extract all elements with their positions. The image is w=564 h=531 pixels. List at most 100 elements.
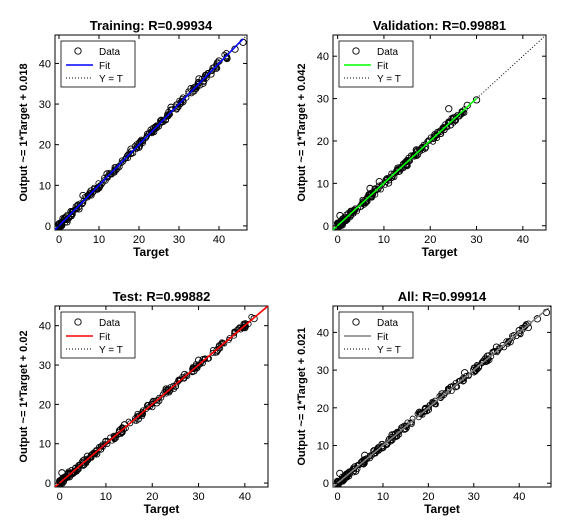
data-point [499, 342, 506, 349]
y-axis-label: Output ~= 1*Target + 0.042 [296, 63, 308, 201]
x-tick-label: 10 [100, 491, 112, 503]
x-axis-label: Target [133, 245, 169, 259]
y-tick-label: 20 [39, 140, 51, 152]
data-point [360, 459, 367, 466]
data-point [159, 117, 167, 126]
data-point [472, 96, 481, 104]
data-point [143, 133, 150, 140]
legend-label-y-equals-t: Y = T [377, 345, 401, 356]
legend-label-y-equals-t: Y = T [99, 345, 123, 356]
y-tick-label: 30 [39, 99, 51, 111]
legend-marker-data [352, 318, 360, 326]
data-point [419, 144, 426, 151]
x-tick-label: 30 [192, 491, 204, 503]
data-layer [55, 306, 268, 487]
legend-label-data: Data [377, 47, 399, 58]
data-layer [55, 35, 247, 230]
data-point [167, 103, 175, 111]
data-point [74, 465, 82, 473]
data-point [459, 108, 467, 116]
x-tick-label: 20 [146, 491, 158, 503]
y-tick-label: 0 [323, 478, 329, 490]
data-point [390, 170, 397, 177]
y-tick-label: 40 [317, 51, 329, 63]
y-tick-label: 40 [317, 327, 329, 339]
x-tick-label: 40 [517, 234, 529, 246]
chart-title: Test: R=0.99882 [113, 289, 211, 304]
legend-label-fit: Fit [377, 61, 388, 72]
data-point [115, 162, 123, 171]
data-point [194, 356, 203, 364]
data-point [457, 377, 464, 384]
data-point [250, 314, 258, 323]
data-point [139, 408, 146, 415]
y-tick-label: 0 [45, 478, 51, 490]
data-point [88, 191, 95, 198]
data-point [437, 395, 444, 402]
x-tick-label: 20 [133, 234, 145, 246]
data-point [445, 105, 453, 113]
x-tick-label: 40 [239, 491, 251, 503]
data-point [201, 355, 208, 362]
legend-box [60, 311, 136, 359]
data-point [437, 127, 444, 134]
data-point [226, 335, 233, 342]
y-axis-label: Output ~= 1*Target + 0.02 [18, 330, 30, 462]
fit-line [333, 97, 478, 230]
y-tick-label: 20 [317, 136, 329, 148]
data-point [461, 369, 469, 377]
data-point [107, 171, 114, 178]
data-point [373, 187, 380, 194]
x-tick-label: 30 [173, 234, 185, 246]
y-tick-label: 20 [317, 403, 329, 415]
x-tick-label: 40 [513, 491, 525, 503]
x-tick-label: 10 [377, 491, 389, 503]
x-tick-label: 20 [424, 234, 436, 246]
y-tick-label: 20 [39, 399, 51, 411]
data-point [204, 72, 211, 79]
y-tick-label: 10 [317, 178, 329, 190]
y-tick-label: 0 [323, 221, 329, 233]
data-point [175, 377, 182, 384]
legend: Data Fit Y = T [338, 40, 414, 88]
y-tick-label: 0 [45, 221, 51, 233]
data-point [417, 410, 424, 417]
data-point [474, 363, 482, 372]
data-point [213, 346, 221, 354]
legend-marker-data [74, 47, 82, 55]
data-point [171, 382, 180, 390]
subplot-1: 0 10 20 30 40 0 10 20 30 40 Validation: R=0.99881 T… [296, 18, 547, 259]
fit-line [55, 306, 268, 487]
x-tick-label: 20 [422, 491, 434, 503]
subplot-2: 0 10 20 30 40 0 10 20 30 40 Test: R=0.99882 Target O… [18, 289, 269, 516]
data-point [338, 475, 346, 484]
x-axis-label: Target [144, 502, 180, 516]
y-axis-label: Output ~= 1*Target + 0.018 [18, 63, 30, 201]
chart-title: Validation: R=0.99881 [373, 18, 506, 33]
y-tick-label: 10 [39, 439, 51, 451]
data-point [384, 176, 391, 183]
data-point [533, 315, 542, 323]
data-point [347, 207, 356, 215]
data-point [159, 391, 166, 398]
data-point [488, 353, 495, 360]
y-tick-label: 10 [317, 441, 329, 453]
legend-box [338, 311, 414, 359]
x-tick-label: 30 [468, 491, 480, 503]
y-tick-label: 30 [317, 365, 329, 377]
x-tick-label: 40 [213, 234, 225, 246]
data-point [431, 135, 438, 142]
y-tick-label: 30 [39, 360, 51, 372]
data-point [140, 137, 147, 144]
x-tick-label: 0 [334, 491, 340, 503]
data-point [440, 125, 448, 134]
legend-label-data: Data [377, 318, 399, 329]
x-axis-label: Target [422, 245, 458, 259]
data-point [482, 357, 489, 364]
data-point [451, 383, 460, 391]
legend: Data Fit Y = T [60, 311, 136, 359]
data-point [179, 97, 187, 106]
legend-box [60, 40, 136, 88]
chart-title: Training: R=0.99934 [90, 18, 213, 33]
